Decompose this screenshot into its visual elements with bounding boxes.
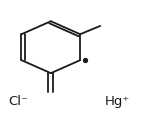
- Text: Cl⁻: Cl⁻: [8, 95, 28, 108]
- Text: Hg⁺: Hg⁺: [104, 95, 130, 108]
